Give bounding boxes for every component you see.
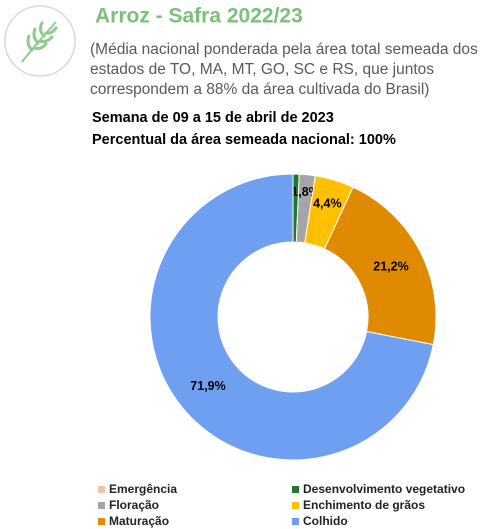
data-label: 71,9% <box>190 379 225 393</box>
subtitle: correspondem a 88% da área cultivada do … <box>90 81 429 98</box>
rice-icon <box>4 5 76 77</box>
legend-swatch <box>292 502 299 509</box>
legend-label: Emergência <box>109 482 177 496</box>
legend-label: Colhido <box>303 514 348 528</box>
donut-slice <box>149 173 434 461</box>
week: Semana de 09 a 15 de abril de 2023 <box>92 110 334 126</box>
legend-swatch <box>292 518 299 525</box>
legend-swatch <box>98 486 105 493</box>
data-label: 4,4% <box>313 196 342 210</box>
legend-label: Maturação <box>109 514 169 528</box>
legend-label: Enchimento de grãos <box>303 498 425 512</box>
donut-slice <box>323 186 437 346</box>
subtitle: estados de TO, MA, MT, GO, SC e RS, que … <box>90 61 434 78</box>
legend-label: Floração <box>109 498 159 512</box>
data-label: 21,2% <box>373 259 408 273</box>
legend-swatch <box>98 518 105 525</box>
legend-swatch <box>292 486 299 493</box>
legend-label: Desenvolvimento vegetativo <box>303 482 465 496</box>
title: Arroz - Safra 2022/23 <box>95 5 303 28</box>
legend-swatch <box>98 502 105 509</box>
area-note: Percentual da área semeada nacional: 100… <box>92 132 396 148</box>
subtitle: (Média nacional ponderada pela área tota… <box>90 41 478 58</box>
